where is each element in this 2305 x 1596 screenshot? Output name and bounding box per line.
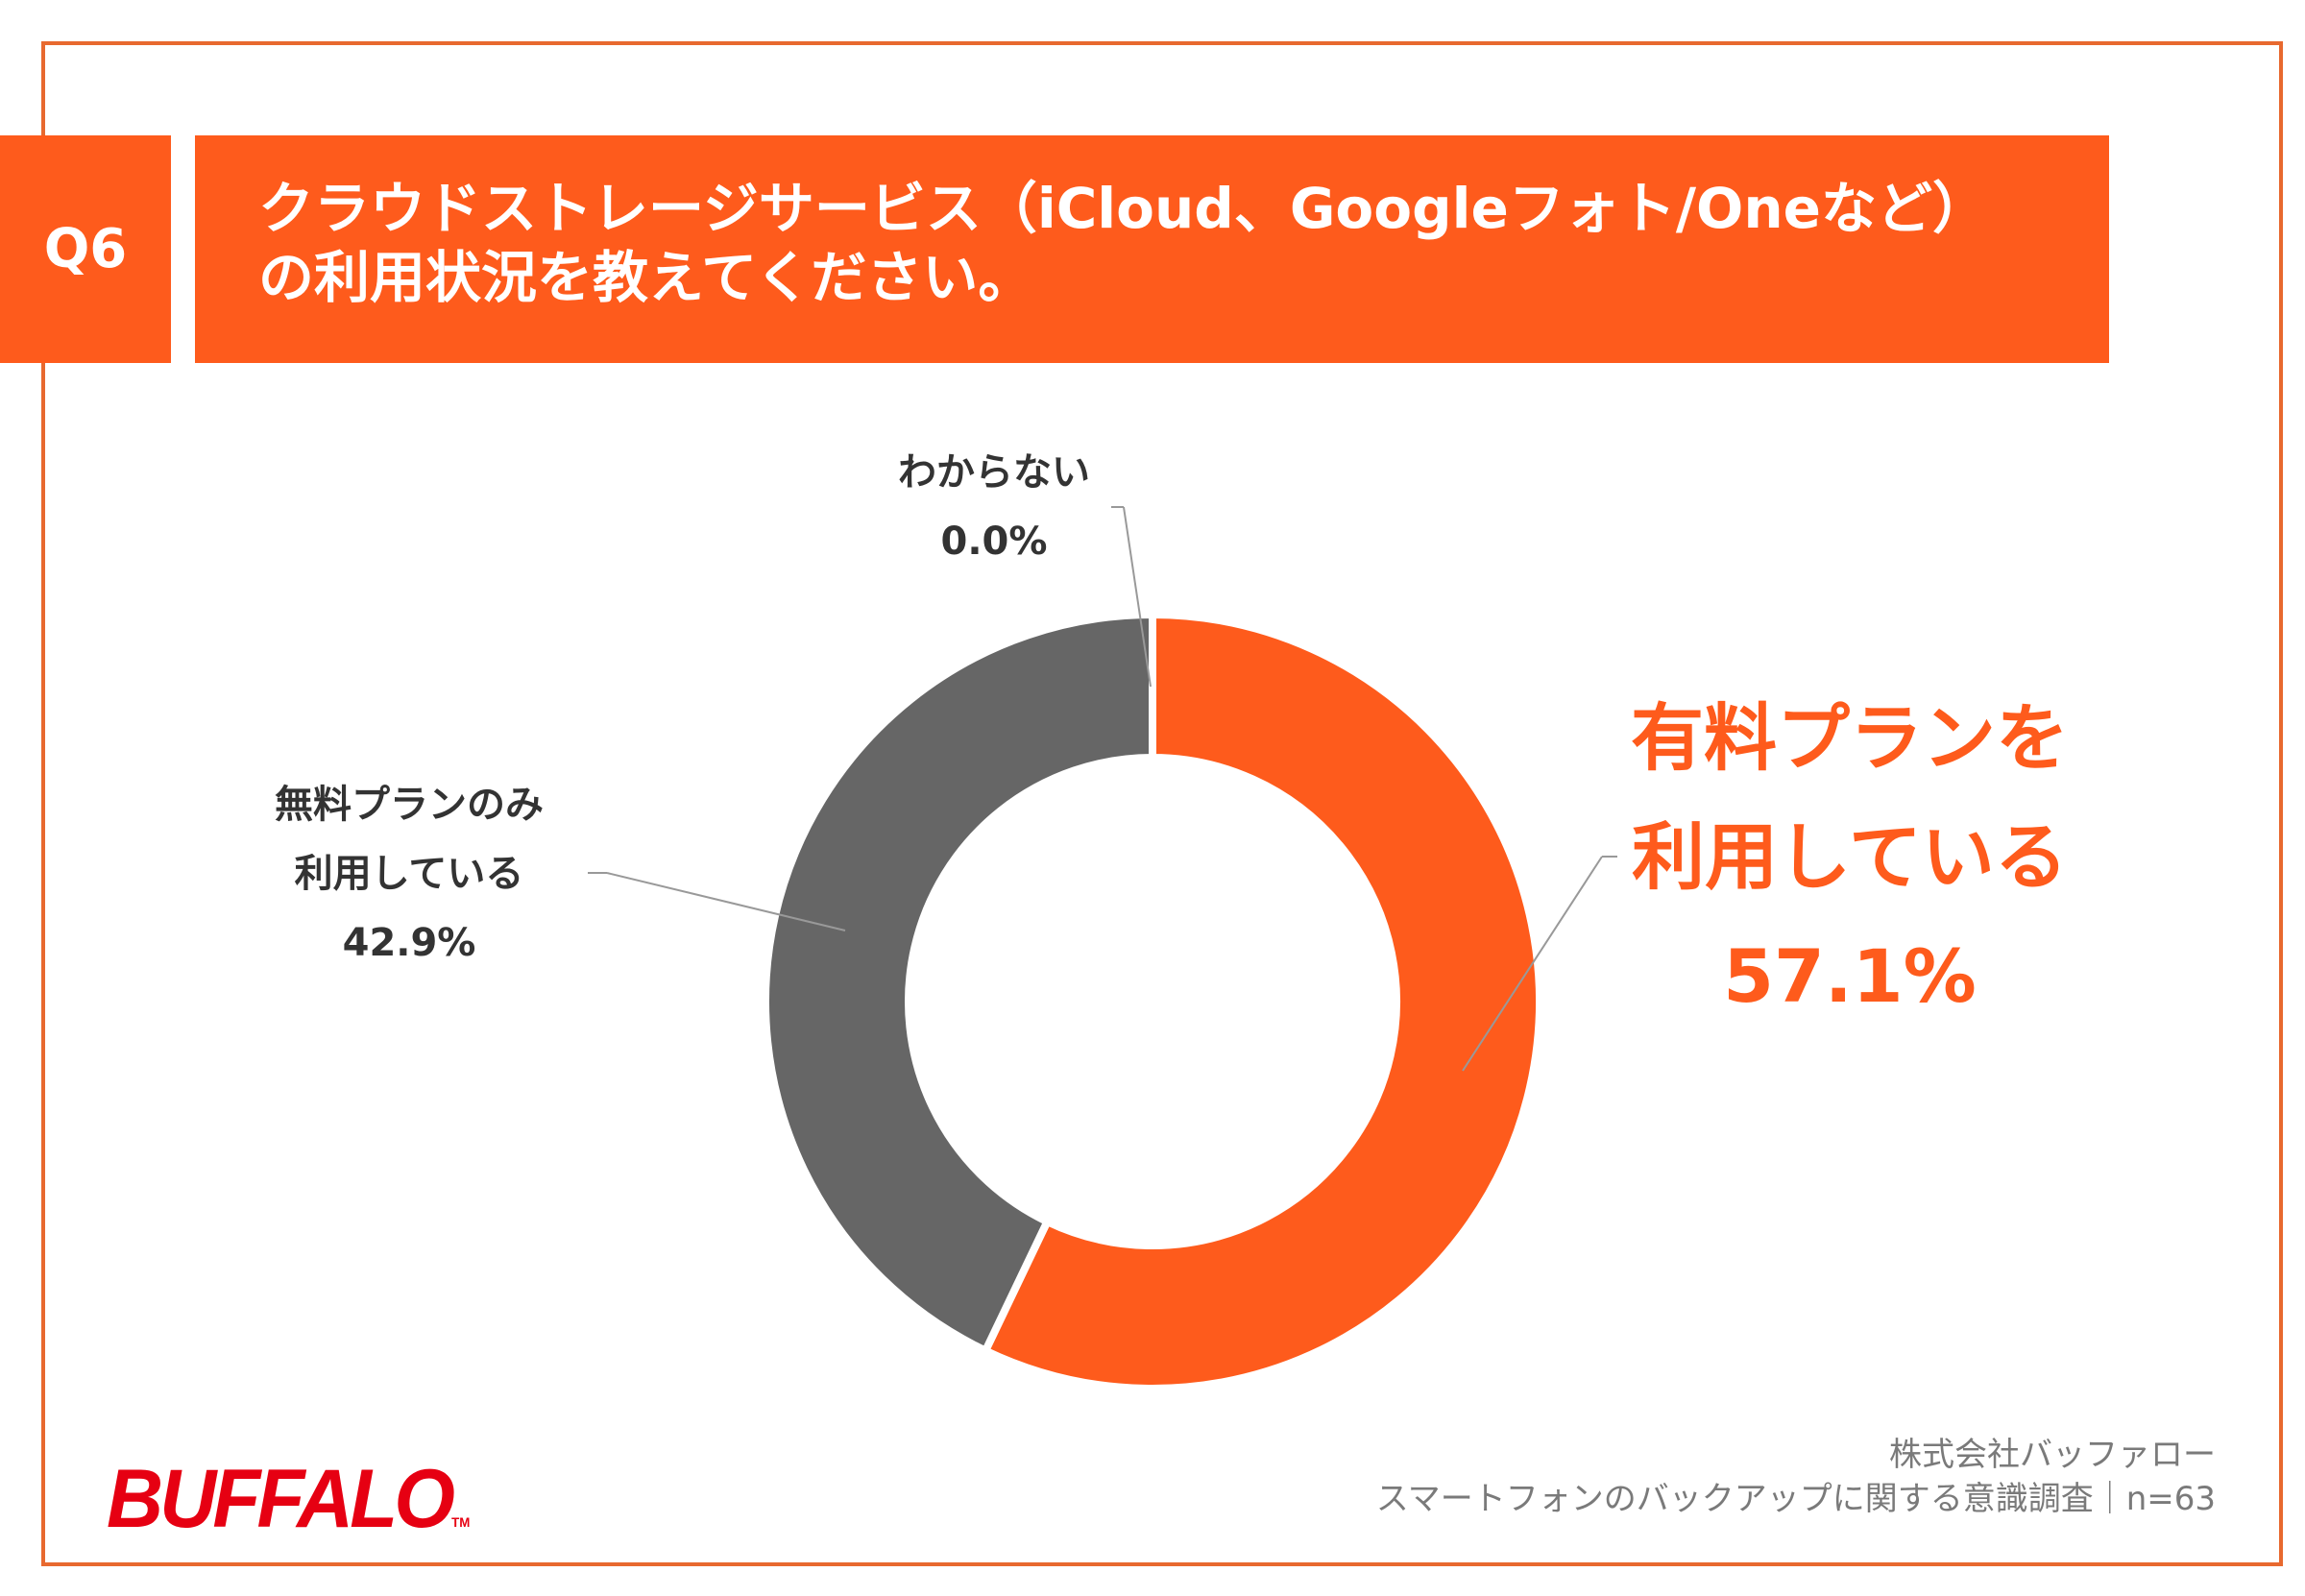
label-unknown-value: 0.0%	[940, 520, 1048, 564]
buffalo-logo: BUFFALOTM	[107, 1453, 471, 1545]
title-line-2: の利用状況を教えてください。	[258, 245, 1034, 310]
label-free-text-1: 無料プランのみ	[275, 783, 544, 827]
label-free-value: 42.9%	[342, 921, 476, 965]
label-paid-value: 57.1%	[1723, 933, 1977, 1019]
donut-slice-1	[762, 610, 1156, 1356]
label-free-text-2: 利用している	[294, 852, 524, 896]
label-paid: 有料プランを 利用している 57.1%	[1631, 679, 2069, 1036]
donut-slice-0	[980, 610, 1543, 1392]
label-unknown: わからない 0.0%	[898, 438, 1090, 576]
question-title: クラウドストレージサービス（iCloud、Googleフォト/Oneなど） の利…	[195, 135, 2109, 363]
footer-company: 株式会社バッファロー	[1889, 1436, 2216, 1474]
footer-survey: スマートフォンのバックアップに関する意識調査｜n=63	[1375, 1480, 2216, 1518]
leader-line-unknown	[1123, 506, 1152, 688]
title-line-1: クラウドストレージサービス（iCloud、Googleフォト/Oneなど）	[258, 176, 1988, 241]
slide-frame	[41, 41, 2283, 1566]
leader-line-free	[606, 872, 846, 931]
label-free: 無料プランのみ 利用している 42.9%	[275, 770, 544, 978]
question-number: Q6	[0, 135, 171, 363]
footer: 株式会社バッファロー スマートフォンのバックアップに関する意識調査｜n=63	[1376, 1433, 2216, 1521]
label-paid-text-1: 有料プランを	[1631, 695, 2069, 781]
label-paid-text-2: 利用している	[1632, 814, 2068, 900]
leader-line-paid	[1462, 856, 1603, 1072]
label-unknown-text: わからない	[898, 450, 1090, 495]
